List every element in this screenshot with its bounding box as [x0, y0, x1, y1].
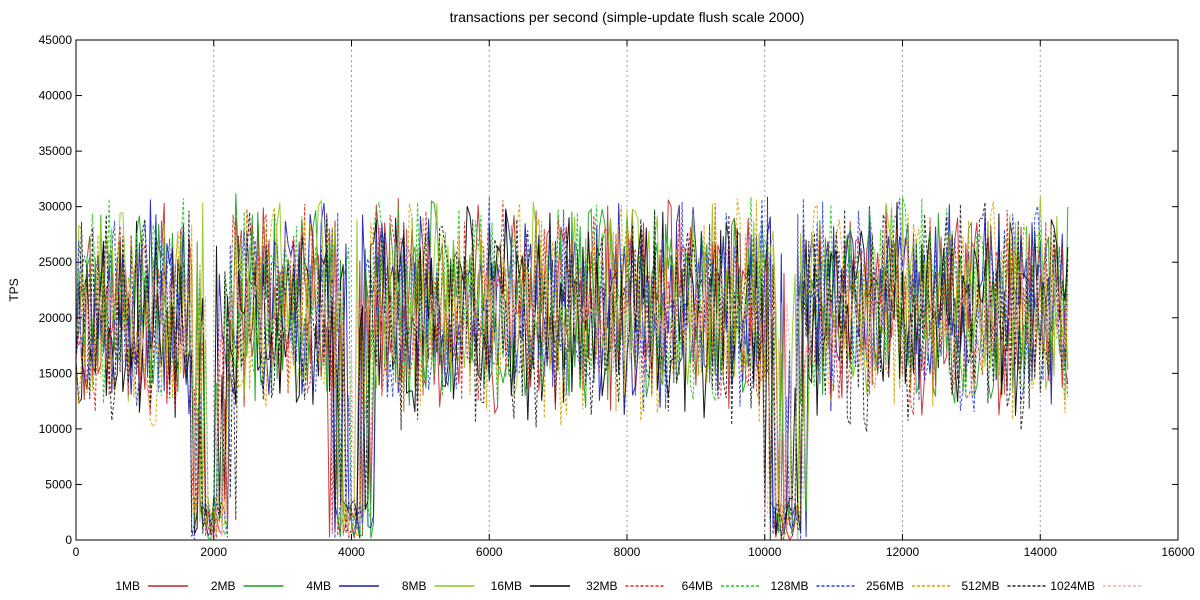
series-line-16MB — [75, 202, 1069, 536]
x-tick-label-14000: 14000 — [1024, 545, 1058, 559]
y-tick-label-10000: 10000 — [39, 422, 73, 436]
y-tick-label-30000: 30000 — [39, 200, 73, 214]
y-tick-label-0: 0 — [65, 533, 72, 547]
series-line-128MB — [75, 196, 1069, 540]
legend-label-32MB: 32MB — [586, 579, 617, 593]
x-tick-label-4000: 4000 — [338, 545, 365, 559]
legend: 1MB 2MB 4MB 8MB 16MB 32MB 64MB 128MB 256MB 512MB 1… — [115, 579, 1143, 593]
y-axis: 0 5000 10000 15000 20000 25000 30000 35000 40000… — [39, 33, 1178, 547]
y-tick-label-15000: 15000 — [39, 366, 73, 380]
y-tick-label-35000: 35000 — [39, 144, 73, 158]
y-tick-label-40000: 40000 — [39, 89, 73, 103]
legend-label-1024MB: 1024MB — [1050, 579, 1095, 593]
x-tick-label-6000: 6000 — [476, 545, 503, 559]
legend-label-512MB: 512MB — [961, 579, 999, 593]
legend-label-256MB: 256MB — [866, 579, 904, 593]
x-tick-label-16000: 16000 — [1161, 545, 1195, 559]
y-tick-label-5000: 5000 — [45, 477, 72, 491]
legend-label-4MB: 4MB — [306, 579, 331, 593]
x-tick-label-2000: 2000 — [200, 545, 227, 559]
x-tick-label-10000: 10000 — [748, 545, 782, 559]
legend-label-8MB: 8MB — [402, 579, 427, 593]
legend-label-64MB: 64MB — [682, 579, 713, 593]
legend-label-2MB: 2MB — [211, 579, 236, 593]
legend-label-1MB: 1MB — [115, 579, 140, 593]
series-line-32MB — [75, 200, 1069, 540]
y-tick-label-20000: 20000 — [39, 311, 73, 325]
plot-area — [75, 193, 1069, 541]
series-line-64MB — [75, 196, 1069, 538]
x-tick-label-12000: 12000 — [886, 545, 920, 559]
y-tick-label-45000: 45000 — [39, 33, 73, 47]
y-axis-label: TPS — [7, 278, 21, 301]
series-line-1024MB — [75, 267, 1069, 540]
chart-title: transactions per second (simple-update f… — [450, 9, 805, 25]
x-tick-label-8000: 8000 — [614, 545, 641, 559]
x-tick-label-0: 0 — [73, 545, 80, 559]
x-axis: 0 2000 4000 6000 8000 10000 12000 14000 16000 — [73, 40, 1195, 559]
legend-label-128MB: 128MB — [770, 579, 808, 593]
legend-label-16MB: 16MB — [491, 579, 522, 593]
y-tick-label-25000: 25000 — [39, 255, 73, 269]
